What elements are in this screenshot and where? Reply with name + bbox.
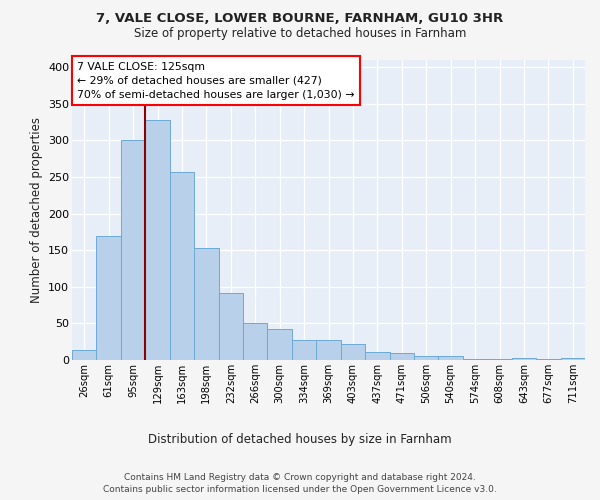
Text: Distribution of detached houses by size in Farnham: Distribution of detached houses by size …: [148, 432, 452, 446]
Text: Size of property relative to detached houses in Farnham: Size of property relative to detached ho…: [134, 28, 466, 40]
Bar: [170, 172, 194, 360]
Bar: [414, 356, 439, 360]
Bar: [560, 358, 585, 360]
Bar: [463, 358, 487, 360]
Text: Contains HM Land Registry data © Crown copyright and database right 2024.
Contai: Contains HM Land Registry data © Crown c…: [103, 472, 497, 494]
Bar: [243, 324, 268, 360]
Text: 7, VALE CLOSE, LOWER BOURNE, FARNHAM, GU10 3HR: 7, VALE CLOSE, LOWER BOURNE, FARNHAM, GU…: [97, 12, 503, 26]
Bar: [512, 358, 536, 360]
Bar: [292, 340, 316, 360]
Y-axis label: Number of detached properties: Number of detached properties: [29, 117, 43, 303]
Bar: [218, 292, 243, 360]
Bar: [389, 352, 414, 360]
Bar: [121, 140, 145, 360]
Bar: [316, 340, 341, 360]
Bar: [194, 248, 218, 360]
Text: 7 VALE CLOSE: 125sqm
← 29% of detached houses are smaller (427)
70% of semi-deta: 7 VALE CLOSE: 125sqm ← 29% of detached h…: [77, 62, 355, 100]
Bar: [145, 120, 170, 360]
Bar: [365, 352, 389, 360]
Bar: [97, 236, 121, 360]
Bar: [341, 344, 365, 360]
Bar: [268, 328, 292, 360]
Bar: [72, 350, 97, 360]
Bar: [439, 356, 463, 360]
